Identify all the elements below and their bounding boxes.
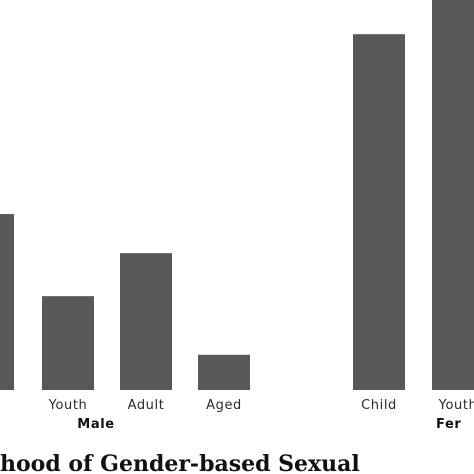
tick-label-male-adult: Adult bbox=[128, 398, 165, 413]
tick-label-male-youth: Youth bbox=[48, 398, 88, 413]
group-label-fer: Fer bbox=[436, 417, 461, 432]
group-label-male: Male bbox=[77, 417, 114, 432]
bar-fer-youth bbox=[432, 0, 474, 390]
bar-fer-child bbox=[353, 34, 405, 390]
tick-label-fer-child: Child bbox=[361, 398, 397, 413]
bar-male-adult bbox=[120, 253, 172, 390]
tick-label-male-aged: Aged bbox=[206, 398, 242, 413]
bars-layer bbox=[0, 0, 474, 390]
tick-labels-layer: ldYouthAdultAgedChildYouth bbox=[48, 398, 474, 413]
bar-male-ld bbox=[0, 214, 14, 390]
tick-label-fer-youth: Youth bbox=[438, 398, 474, 413]
chart-title: hood of Gender-based Sexual bbox=[0, 451, 360, 474]
bar-male-youth bbox=[42, 296, 94, 390]
group-labels-layer: Male Fer bbox=[77, 417, 461, 432]
bar-male-aged bbox=[198, 354, 250, 390]
